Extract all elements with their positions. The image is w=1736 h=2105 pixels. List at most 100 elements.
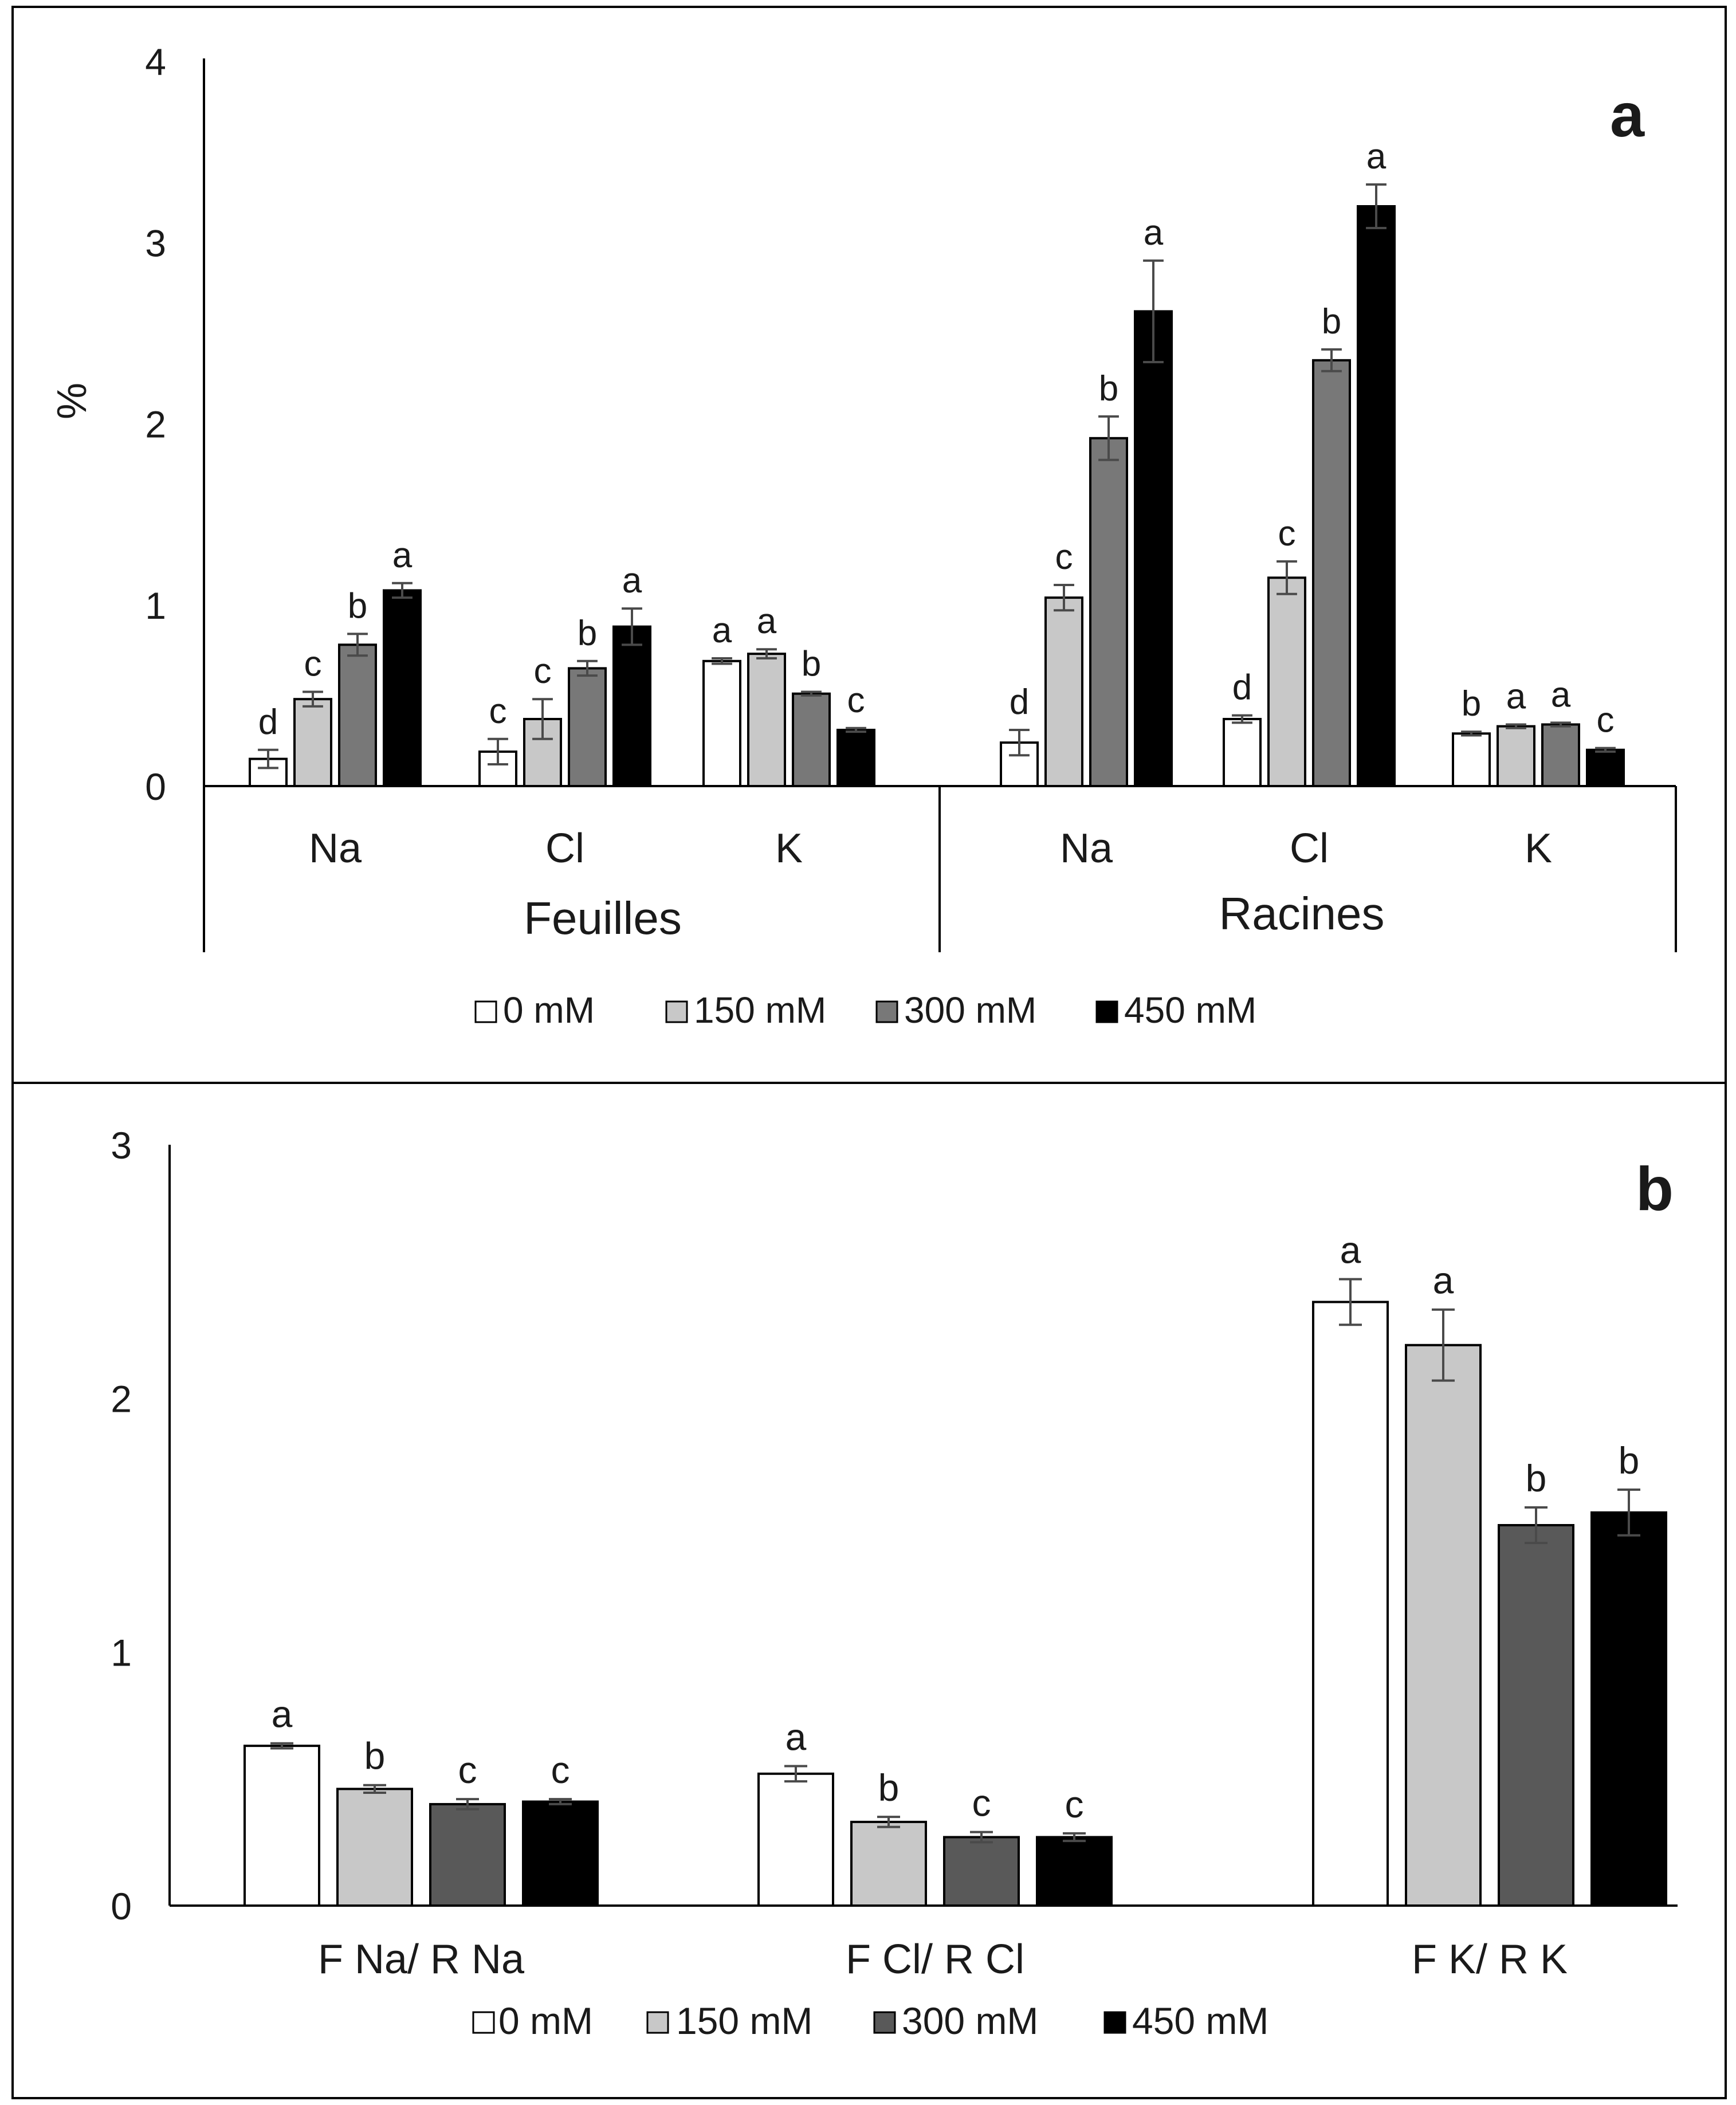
- panel-b-f-k-r-k-300-mm-significance-letter: b: [1526, 1457, 1547, 1499]
- legend-b-swatch-0mm: [472, 2011, 495, 2034]
- panel-a-feuilles-cl-450-mm-bar: [612, 625, 651, 787]
- panel-a-feuilles-k-0-mm-significance-letter: a: [712, 611, 732, 650]
- panel-a-racines-cl-150-mm-significance-letter: c: [1278, 514, 1296, 553]
- panel-a-feuilles-cl-450-mm-significance-letter: a: [622, 561, 642, 600]
- panel-a-label: a: [1610, 80, 1645, 150]
- panel-a-feuilles-k-450-mm-bar: [836, 728, 875, 788]
- panel-a-racines-na-150-mm-significance-letter: c: [1055, 537, 1073, 577]
- panel-a-racines-cl-0-mm-bar: [1223, 717, 1262, 788]
- panel-a-legend: 0 mM 150 mM 300 mM 450 mM: [474, 989, 1256, 1031]
- panel-a-racines-k-150-mm-bar: [1497, 725, 1535, 787]
- panel-a-y-tick-0: 0: [145, 765, 166, 808]
- panel-b-f-k-r-k-150-mm-significance-letter: a: [1433, 1259, 1454, 1302]
- panel-a-feuilles-k-300-mm-bar: [792, 692, 831, 788]
- legend-b-swatch-150mm: [646, 2011, 669, 2034]
- panel-a-feuilles-na-300-mm-bar: [338, 643, 377, 787]
- panel-a-feuilles-k-150-mm-bar: [747, 653, 786, 787]
- panel-b-chart: b 0 mM 150 mM 300 mM 450 mM 0 1 2 3 F Na/ R …: [111, 1124, 1678, 2042]
- panel-a-feuilles-cl-300-mm-significance-letter: b: [578, 614, 597, 653]
- legend-a-swatch-0mm: [474, 1000, 497, 1023]
- panel-b-f-na-r-na-300-mm-significance-letter: c: [458, 1749, 477, 1791]
- panel-a-racines-na-0-mm-significance-letter: d: [1010, 682, 1029, 722]
- panel-b-f-na-r-na-150-mm-bar: [336, 1788, 413, 1907]
- panel-a-racines-na-300-mm-bar: [1089, 437, 1128, 787]
- legend-b-swatch-450mm: [1103, 2011, 1126, 2034]
- panel-a-x-tick-feuilles-cl: Cl: [545, 826, 584, 871]
- panel-a-racines-na-450-mm-significance-letter: a: [1144, 213, 1164, 253]
- panel-a-feuilles-k-300-mm-significance-letter: b: [802, 645, 821, 684]
- panel-a-x-tick-racines-k: K: [1525, 826, 1552, 871]
- panel-a-feuilles-na-450-mm-significance-letter: a: [392, 536, 413, 575]
- panel-a-feuilles-na-450-mm-bar: [383, 589, 422, 787]
- panel-a-y-label: %: [49, 383, 95, 419]
- panel-b-legend: 0 mM 150 mM 300 mM 450 mM: [472, 2000, 1268, 2042]
- panel-a-feuilles-k-0-mm-bar: [702, 659, 741, 787]
- panel-a-feuilles-na-150-mm-significance-letter: c: [304, 645, 322, 684]
- panel-a-y-tick-4: 4: [145, 41, 166, 83]
- panel-a-x-tick-feuilles-na: Na: [309, 826, 362, 871]
- panel-a-racines-k-300-mm-bar: [1541, 723, 1580, 787]
- panel-b-x-tick-f-cl-r-cl: F Cl/ R Cl: [846, 1937, 1024, 1982]
- panel-b-f-na-r-na-450-mm-significance-letter: c: [551, 1749, 570, 1791]
- panel-a-feuilles-cl-150-mm-significance-letter: c: [534, 651, 552, 691]
- panel-a-chart: a % Feuilles Racines 0 mM 150 mM 300 mM …: [49, 41, 1677, 1031]
- panel-b-f-k-r-k-150-mm-bar: [1405, 1344, 1482, 1907]
- panel-a-feuilles-cl-300-mm-bar: [568, 667, 607, 787]
- panel-a-feuilles-na-300-mm-significance-letter: b: [348, 586, 367, 626]
- panel-a-x-tick-racines-na: Na: [1060, 826, 1113, 871]
- panel-a-racines-k-150-mm-significance-letter: a: [1506, 677, 1526, 716]
- panel-a-racines-cl-300-mm-bar: [1312, 359, 1351, 787]
- legend-a-swatch-300mm: [875, 1000, 898, 1023]
- panel-b-f-cl-r-cl-0-mm-bar: [757, 1772, 834, 1907]
- panel-a-feuilles-k-450-mm-significance-letter: c: [847, 681, 865, 720]
- panel-b-f-k-r-k-300-mm-bar: [1498, 1524, 1574, 1907]
- panel-a-feuilles-k-150-mm-significance-letter: a: [757, 602, 777, 641]
- panel-a-racines-na-150-mm-bar: [1044, 596, 1083, 787]
- panel-a-x-tick-feuilles-k: K: [775, 826, 803, 871]
- panel-a-racines-cl-0-mm-significance-letter: d: [1232, 668, 1252, 708]
- panel-a-feuilles-na-150-mm-bar: [293, 698, 332, 787]
- legend-a-label-300mm: 300 mM: [904, 989, 1036, 1031]
- panel-a-feuilles-na-0-mm-significance-letter: d: [258, 702, 278, 742]
- panel-b-f-cl-r-cl-0-mm-significance-letter: a: [785, 1716, 807, 1758]
- legend-a-label-450mm: 450 mM: [1124, 989, 1256, 1031]
- panel-b-y-tick-0: 0: [111, 1885, 132, 1927]
- panel-b-f-na-r-na-150-mm-significance-letter: b: [364, 1735, 386, 1777]
- panel-b-f-k-r-k-0-mm-significance-letter: a: [1340, 1229, 1361, 1271]
- panel-a-racines-k-300-mm-significance-letter: a: [1551, 675, 1571, 714]
- panel-a-racines-cl-450-mm-significance-letter: a: [1366, 137, 1387, 176]
- legend-b-label-300mm: 300 mM: [902, 2000, 1038, 2042]
- panel-a-racines-na-450-mm-bar: [1134, 310, 1173, 787]
- panel-b-f-na-r-na-300-mm-bar: [429, 1802, 506, 1907]
- panel-b-f-cl-r-cl-450-mm-significance-letter: c: [1065, 1783, 1084, 1825]
- panel-a-y-tick-3: 3: [145, 222, 166, 264]
- panel-b-f-cl-r-cl-150-mm-significance-letter: b: [878, 1766, 900, 1809]
- panel-b-f-na-r-na-450-mm-bar: [522, 1800, 599, 1907]
- panel-b-f-k-r-k-450-mm-bar: [1590, 1511, 1667, 1907]
- panel-b-x-tick-f-na-r-na: F Na/ R Na: [318, 1937, 525, 1982]
- panel-b-f-na-r-na-0-mm-bar: [243, 1745, 320, 1907]
- panel-a-racines-cl-150-mm-bar: [1267, 576, 1306, 787]
- panel-b-f-k-r-k-450-mm-significance-letter: b: [1619, 1439, 1640, 1482]
- legend-a-swatch-150mm: [665, 1000, 688, 1023]
- legend-b-label-0mm: 0 mM: [498, 2000, 593, 2042]
- panel-b-label: b: [1636, 1154, 1674, 1223]
- panel-a-racines-k-0-mm-significance-letter: b: [1462, 684, 1481, 724]
- panel-a-group-label-racines: Racines: [1219, 888, 1384, 939]
- panel-a-frame: [11, 6, 1727, 1084]
- legend-b-swatch-300mm: [873, 2011, 896, 2034]
- panel-b-y-tick-1: 1: [111, 1631, 132, 1674]
- panel-b-f-cl-r-cl-150-mm-bar: [850, 1820, 927, 1907]
- panel-b-y-tick-2: 2: [111, 1378, 132, 1420]
- panel-a-feuilles-cl-0-mm-significance-letter: c: [489, 692, 507, 731]
- panel-a-racines-k-0-mm-bar: [1452, 732, 1491, 787]
- panel-a-racines-cl-450-mm-bar: [1357, 205, 1396, 787]
- panel-b-f-k-r-k-0-mm-bar: [1312, 1301, 1389, 1907]
- panel-a-x-tick-racines-cl: Cl: [1290, 826, 1329, 871]
- panel-a-y-tick-2: 2: [145, 403, 166, 446]
- legend-b-label-450mm: 450 mM: [1132, 2000, 1268, 2042]
- panel-b-f-cl-r-cl-450-mm-bar: [1036, 1836, 1113, 1907]
- panel-a-y-tick-1: 1: [145, 584, 166, 627]
- legend-a-swatch-450mm: [1095, 1000, 1118, 1023]
